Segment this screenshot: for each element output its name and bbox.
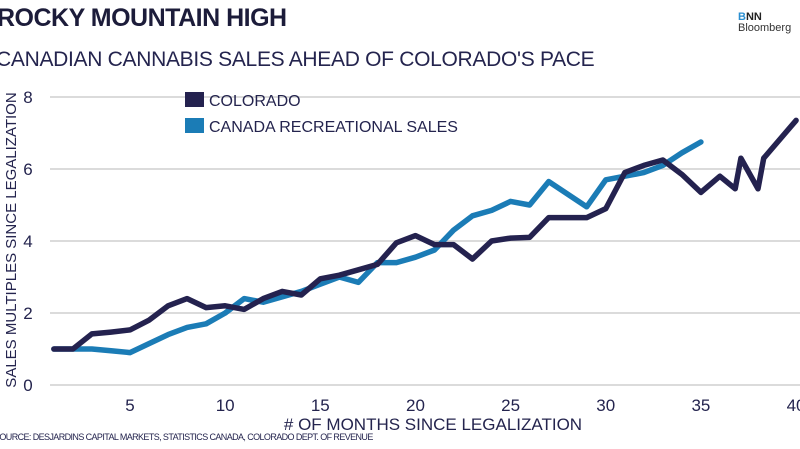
legend-swatch [185, 92, 204, 107]
x-tick-label: 35 [691, 396, 710, 415]
x-tick-label: 5 [125, 396, 134, 415]
y-tick-label: 0 [23, 376, 32, 395]
x-tick-label: 25 [501, 396, 520, 415]
y-tick-label: 6 [23, 160, 32, 179]
x-tick-label: 15 [311, 396, 330, 415]
legend-label: COLORADO [209, 93, 301, 110]
x-axis-label: # OF MONTHS SINCE LEGALIZATION [284, 415, 582, 434]
bnn-bloomberg-logo: BNN Bloomberg [738, 11, 792, 34]
chart-subtitle: CANADIAN CANNABIS SALES AHEAD OF COLORAD… [0, 48, 595, 71]
x-tick-label: 10 [216, 396, 235, 415]
legend-label: CANADA RECREATIONAL SALES [209, 119, 458, 136]
x-tick-label: 20 [406, 396, 425, 415]
source-note: SOURCE: DESJARDINS CAPITAL MARKETS, STAT… [0, 432, 373, 442]
y-tick-label: 2 [23, 304, 32, 323]
y-tick-label: 8 [23, 88, 32, 107]
x-tick-label: 40 [787, 396, 800, 415]
chart-title: ROCKY MOUNTAIN HIGH [0, 4, 287, 32]
y-tick-label: 4 [23, 232, 32, 251]
y-axis-label: SALES MULTIPLES SINCE LEGALIZATION [3, 92, 20, 387]
legend-swatch [185, 118, 204, 133]
x-tick-label: 30 [596, 396, 615, 415]
series-line-colorado [51, 117, 799, 352]
